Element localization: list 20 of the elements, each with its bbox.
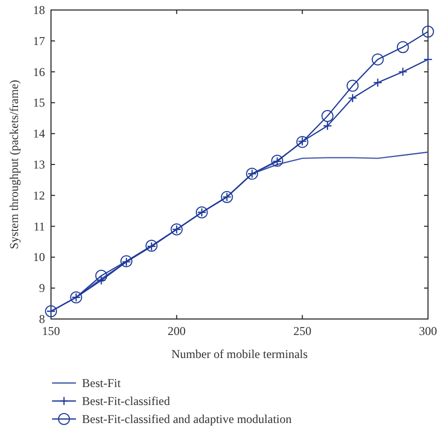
x-tick-label: 250 <box>293 324 312 338</box>
y-tick-label: 17 <box>33 34 45 48</box>
x-tick-label: 200 <box>168 324 186 338</box>
x-tick-label: 150 <box>42 324 60 338</box>
y-tick-label: 9 <box>39 281 45 296</box>
legend-label: Best-Fit <box>82 376 122 390</box>
y-tick-label: 11 <box>33 219 45 234</box>
y-tick-label: 12 <box>33 188 45 202</box>
legend-label: Best-Fit-classified <box>82 394 170 408</box>
y-tick-label: 10 <box>33 250 45 264</box>
x-axis-title: Number of mobile terminals <box>171 347 308 361</box>
y-tick-label: 15 <box>33 96 45 110</box>
y-tick-label: 14 <box>33 126 45 141</box>
y-tick-label: 13 <box>33 158 45 172</box>
y-tick-label: 16 <box>33 64 45 79</box>
y-tick-label: 8 <box>39 312 45 326</box>
legend-label: Best-Fit-classified and adaptive modulation <box>82 412 292 426</box>
y-axis-title: System throughput (packets/frame) <box>7 80 21 250</box>
x-tick-label: 300 <box>419 324 437 338</box>
y-tick-label: 18 <box>33 3 45 17</box>
